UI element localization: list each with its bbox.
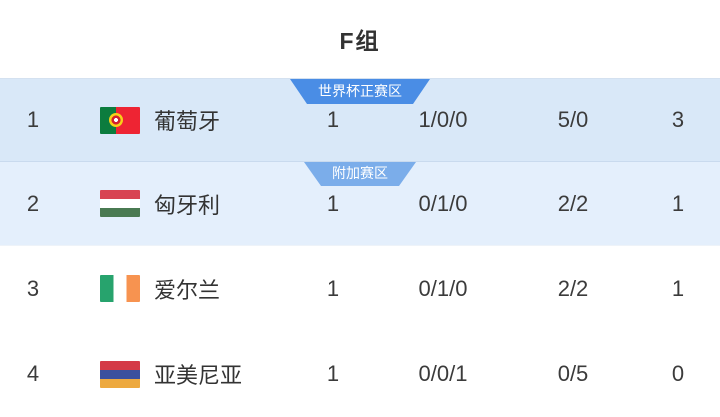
team-flag-icon (100, 360, 140, 388)
zone-badge: 附加赛区 (304, 162, 416, 186)
points-cell: 1 (671, 190, 685, 216)
played-cell: 1 (326, 190, 340, 216)
rank-cell: 4 (26, 361, 40, 386)
team-name: 葡萄牙 (154, 109, 221, 134)
team-cell: 匈牙利 (66, 188, 290, 220)
team-cell: 爱尔兰 (66, 273, 290, 305)
record-cell: 1/0/0 (418, 107, 468, 132)
points-cell: 1 (671, 275, 685, 301)
team-name: 爱尔兰 (154, 277, 221, 303)
played-cell: 1 (326, 275, 340, 301)
goals-cell: 0/5 (557, 361, 589, 386)
points-cell: 3 (671, 107, 685, 132)
points-cell: 0 (671, 361, 685, 386)
team-name: 亚美尼亚 (154, 363, 243, 388)
played-cell: 1 (326, 107, 340, 132)
team-name: 匈牙利 (154, 192, 221, 218)
rank-cell: 1 (26, 107, 40, 132)
team-flag-icon (100, 275, 140, 302)
goals-cell: 2/2 (557, 275, 589, 301)
rank-cell: 3 (26, 275, 40, 301)
team-flag-icon (100, 106, 140, 134)
team-cell: 亚美尼亚 (66, 358, 290, 390)
record-cell: 0/0/1 (418, 361, 468, 386)
table-row[interactable]: 4 亚美尼亚 1 0/0/1 0/5 0 (0, 331, 720, 417)
table-row[interactable]: 3 爱尔兰 1 0/1/0 2/2 1 (0, 245, 720, 331)
group-title: F组 (339, 28, 381, 54)
goals-cell: 2/2 (557, 190, 589, 216)
standings-table: 世界杯正赛区 1 葡萄牙 1 1/0/0 5/0 3 附加赛区 2 匈牙利 1 … (0, 78, 720, 417)
zone-badge: 世界杯正赛区 (290, 79, 430, 104)
rank-cell: 2 (26, 190, 40, 216)
goals-cell: 5/0 (557, 107, 589, 132)
played-cell: 1 (326, 361, 340, 386)
team-cell: 葡萄牙 (66, 104, 290, 136)
record-cell: 0/1/0 (418, 275, 468, 301)
table-row[interactable]: 附加赛区 2 匈牙利 1 0/1/0 2/2 1 (0, 161, 720, 245)
record-cell: 0/1/0 (418, 190, 468, 216)
group-header: F组 (0, 0, 720, 78)
table-row[interactable]: 世界杯正赛区 1 葡萄牙 1 1/0/0 5/0 3 (0, 78, 720, 161)
team-flag-icon (100, 190, 140, 217)
